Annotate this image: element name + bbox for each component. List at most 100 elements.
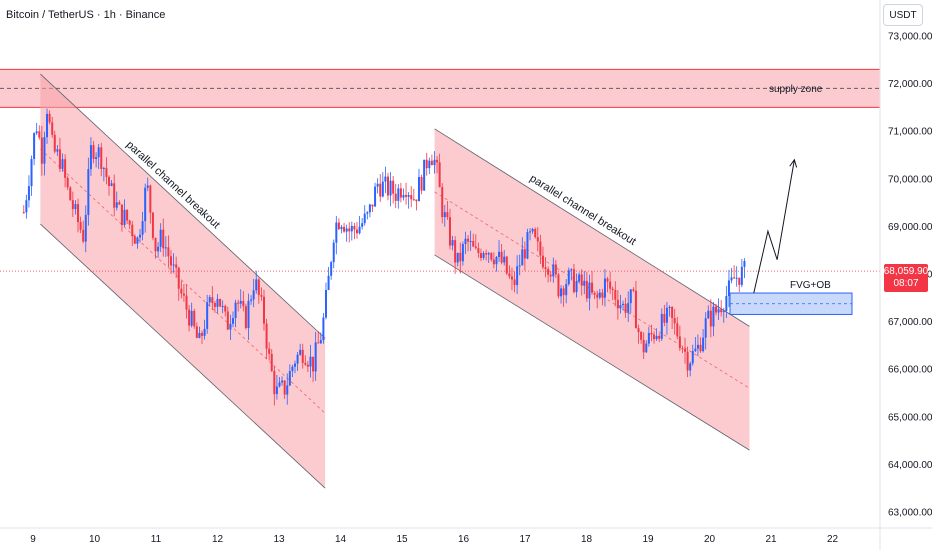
price-tick-label: 69,000.00 bbox=[888, 222, 932, 233]
candle-body bbox=[265, 323, 268, 349]
candle-body bbox=[709, 310, 712, 327]
candle-body bbox=[629, 289, 632, 304]
candle-body bbox=[27, 186, 30, 201]
candle-body bbox=[619, 305, 622, 309]
candle-body bbox=[188, 309, 191, 326]
candle-body bbox=[283, 380, 286, 395]
candle-body bbox=[660, 313, 663, 339]
candle-body bbox=[451, 240, 454, 246]
candle-body bbox=[469, 241, 472, 243]
candle-body bbox=[281, 380, 284, 383]
candle-body bbox=[681, 348, 684, 350]
candle-body bbox=[389, 180, 392, 196]
candle-body bbox=[547, 269, 550, 275]
channel-lower-line bbox=[40, 223, 326, 489]
price-tick-label: 73,000.00 bbox=[888, 32, 932, 43]
candle-body bbox=[642, 339, 645, 353]
candle-body bbox=[684, 348, 687, 352]
candle-body bbox=[503, 256, 506, 263]
candle-body bbox=[622, 303, 625, 306]
candle-body bbox=[175, 264, 178, 268]
price-tick-label: 71,000.00 bbox=[888, 127, 932, 138]
time-tick-label: 13 bbox=[273, 534, 285, 545]
time-tick-label: 19 bbox=[642, 534, 654, 545]
candle-body bbox=[224, 305, 227, 312]
candle-body bbox=[438, 162, 441, 188]
last-price-tag: 68,059.90 08:07 bbox=[884, 264, 928, 292]
candle-body bbox=[180, 288, 183, 294]
candle-body bbox=[614, 289, 617, 300]
candle-body bbox=[355, 229, 358, 234]
candle-body bbox=[376, 183, 379, 187]
candle-body bbox=[113, 183, 116, 208]
candle-body bbox=[216, 298, 219, 307]
candle-body bbox=[735, 277, 738, 279]
candle-body bbox=[405, 194, 408, 197]
candle-body bbox=[627, 303, 630, 313]
candle-body bbox=[79, 222, 82, 230]
candle-body bbox=[707, 310, 710, 319]
candle-body bbox=[611, 288, 614, 290]
time-axis: 9 10 11 12 13 14 15 16 17 18 19 20 21 22 bbox=[0, 527, 932, 545]
currency-selector[interactable]: USDT bbox=[883, 4, 923, 26]
candle-body bbox=[231, 318, 234, 324]
candle-body bbox=[487, 253, 490, 255]
candle-body bbox=[151, 212, 154, 238]
candle-body bbox=[25, 200, 28, 213]
candle-body bbox=[740, 266, 743, 285]
candle-body bbox=[154, 237, 157, 252]
candle-body bbox=[335, 222, 338, 243]
candle-body bbox=[671, 306, 674, 319]
candle-body bbox=[177, 267, 180, 289]
candle-body bbox=[482, 253, 485, 258]
candle-body bbox=[149, 185, 152, 213]
candle-body bbox=[725, 296, 728, 311]
price-tick-label: 63,000.00 bbox=[888, 508, 932, 519]
candle-body bbox=[733, 277, 736, 279]
candle-body bbox=[304, 362, 307, 365]
candle-body bbox=[211, 297, 214, 304]
candle-body bbox=[146, 185, 149, 188]
candle-body bbox=[133, 236, 136, 244]
candle-body bbox=[123, 209, 126, 225]
candle-body bbox=[247, 300, 250, 329]
candle-body bbox=[30, 159, 33, 187]
candle-body bbox=[164, 247, 167, 249]
candle-body bbox=[572, 269, 575, 293]
candle-body bbox=[46, 113, 49, 138]
candle-body bbox=[340, 226, 343, 230]
candle-body bbox=[162, 229, 165, 249]
candle-body bbox=[381, 181, 384, 197]
candle-body bbox=[606, 278, 609, 282]
candle-body bbox=[105, 167, 108, 177]
candle-body bbox=[402, 194, 405, 198]
candle-body bbox=[552, 264, 555, 277]
time-tick-label: 20 bbox=[704, 534, 716, 545]
candle-body bbox=[286, 385, 289, 395]
candle-body bbox=[126, 209, 129, 221]
candle-body bbox=[309, 356, 312, 367]
candle-body bbox=[48, 113, 51, 123]
candle-body bbox=[472, 241, 475, 247]
candle-body bbox=[38, 131, 41, 138]
candle-body bbox=[244, 306, 247, 329]
candle-body bbox=[384, 176, 387, 182]
candle-body bbox=[459, 252, 462, 262]
candle-body bbox=[585, 280, 588, 299]
candle-body bbox=[583, 280, 586, 286]
candle-body bbox=[423, 159, 426, 191]
last-price-value: 68,059.90 bbox=[883, 266, 929, 277]
candle-body bbox=[203, 328, 206, 336]
candle-body bbox=[495, 256, 498, 265]
candle-body bbox=[69, 187, 72, 201]
price-tick-label: 65,000.00 bbox=[888, 412, 932, 423]
candle-body bbox=[436, 159, 439, 163]
candle-body bbox=[278, 382, 281, 387]
candle-body bbox=[43, 137, 46, 164]
candle-body bbox=[118, 202, 121, 205]
candle-body bbox=[368, 204, 371, 213]
fvg-ob-label: FVG+OB bbox=[790, 280, 831, 291]
candle-body bbox=[332, 242, 335, 263]
candle-body bbox=[702, 337, 705, 352]
